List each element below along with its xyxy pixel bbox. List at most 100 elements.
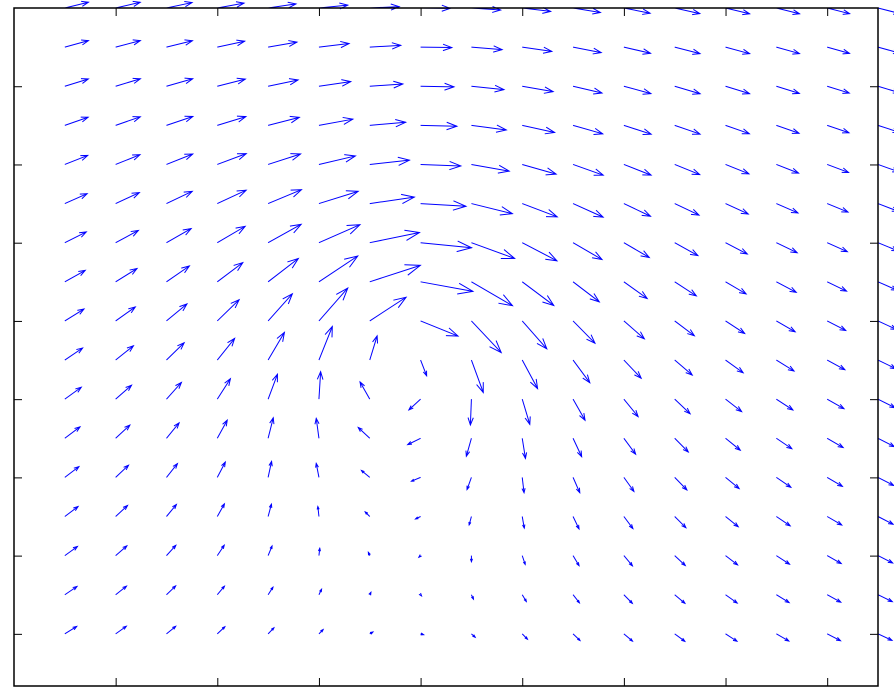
field-arrow — [776, 633, 791, 642]
field-arrow — [318, 325, 333, 361]
field-arrow — [471, 281, 514, 307]
field-arrow — [572, 124, 605, 135]
field-arrow — [471, 84, 506, 93]
field-arrow — [115, 306, 137, 322]
field-arrow — [725, 320, 746, 335]
field-arrow — [64, 465, 81, 478]
field-arrow — [216, 377, 232, 400]
field-arrow — [877, 46, 894, 55]
field-arrow — [115, 504, 129, 517]
field-arrow — [64, 78, 90, 87]
field-arrow — [267, 223, 303, 244]
field-arrow — [521, 594, 528, 603]
field-arrow — [776, 320, 797, 333]
field-arrow — [776, 594, 791, 604]
field-arrow — [826, 203, 850, 213]
field-arrow — [166, 227, 193, 244]
field-arrow — [115, 267, 139, 283]
field-arrow — [115, 344, 135, 361]
field-arrow — [217, 189, 248, 205]
field-arrow — [572, 85, 604, 95]
field-arrow — [420, 240, 473, 253]
field-arrow — [725, 163, 751, 175]
field-arrow — [267, 292, 294, 322]
field-arrow — [420, 43, 454, 52]
field-arrow — [467, 399, 474, 427]
field-arrow — [267, 153, 302, 165]
field-arrow — [318, 587, 323, 595]
field-arrow — [216, 298, 241, 322]
field-arrow — [776, 437, 794, 450]
field-arrow — [64, 585, 79, 596]
field-arrow — [725, 7, 752, 16]
field-arrow — [267, 331, 286, 361]
field-arrow — [725, 46, 752, 55]
field-arrow — [826, 516, 843, 526]
field-arrow — [166, 115, 195, 126]
field-arrow — [877, 359, 894, 369]
field-arrow — [369, 193, 416, 205]
field-arrow — [471, 320, 503, 354]
field-arrow — [776, 555, 791, 566]
field-arrow — [369, 296, 408, 322]
field-arrow — [674, 281, 698, 297]
field-arrow — [826, 594, 843, 603]
field-arrow — [64, 0, 90, 9]
field-arrow — [115, 39, 142, 48]
field-arrow — [827, 124, 851, 134]
field-arrow — [521, 281, 555, 307]
field-arrow — [826, 359, 847, 371]
field-arrow — [725, 242, 749, 255]
field-arrow — [115, 116, 142, 126]
field-arrow — [64, 308, 86, 322]
field-arrow — [776, 85, 801, 95]
field-arrow — [115, 154, 142, 165]
field-arrow — [115, 544, 128, 556]
field-arrow — [166, 190, 194, 205]
field-arrow — [468, 516, 472, 527]
field-arrow — [776, 46, 801, 55]
field-arrow — [64, 505, 80, 517]
field-arrow — [217, 1, 246, 9]
field-arrow — [115, 384, 133, 400]
field-arrow — [674, 516, 687, 529]
field-arrow — [827, 7, 851, 15]
field-arrow — [522, 46, 554, 54]
field-arrow — [216, 625, 226, 635]
field-arrow — [877, 124, 894, 133]
field-arrow — [166, 381, 183, 400]
field-arrow — [674, 594, 687, 605]
field-arrow — [360, 469, 371, 478]
field-arrow — [217, 225, 247, 244]
field-arrow — [522, 203, 559, 218]
field-arrow — [725, 124, 751, 135]
field-arrow — [572, 359, 591, 384]
field-arrow — [725, 555, 739, 566]
field-arrow — [623, 124, 653, 136]
field-arrow — [572, 281, 601, 303]
field-arrow — [572, 203, 605, 218]
field-arrow — [674, 555, 687, 567]
field-arrow — [420, 632, 426, 636]
field-arrow — [216, 460, 226, 478]
field-arrow — [166, 153, 195, 165]
field-arrow — [420, 121, 459, 131]
field-arrow — [776, 124, 801, 134]
field-arrow — [64, 386, 83, 400]
field-arrow — [826, 281, 848, 292]
field-arrow — [64, 545, 79, 557]
field-arrow — [623, 516, 634, 530]
field-arrow — [827, 46, 851, 55]
field-arrow — [471, 124, 508, 133]
field-arrow — [267, 257, 300, 283]
field-arrow — [318, 255, 359, 283]
field-arrow — [522, 163, 558, 176]
field-arrow — [216, 585, 226, 596]
field-arrow — [674, 320, 696, 337]
field-arrow — [674, 163, 702, 176]
field-arrow — [470, 359, 484, 394]
field-arrow — [521, 399, 531, 426]
field-arrow — [64, 269, 87, 283]
field-arrow — [623, 46, 652, 55]
